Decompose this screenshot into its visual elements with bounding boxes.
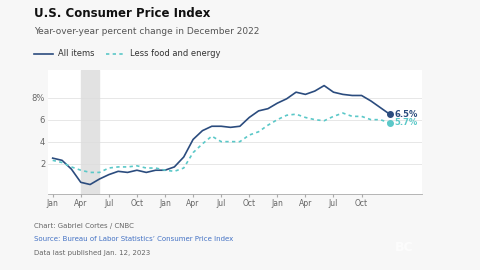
Text: 5.7%: 5.7%: [395, 119, 418, 127]
Text: U.S. Consumer Price Index: U.S. Consumer Price Index: [34, 7, 210, 20]
Text: Chart: Gabriel Cortes / CNBC: Chart: Gabriel Cortes / CNBC: [34, 223, 133, 229]
Text: All items: All items: [58, 49, 94, 59]
Bar: [81, 70, 99, 194]
Text: BC: BC: [395, 241, 413, 254]
Text: Data last published Jan. 12, 2023: Data last published Jan. 12, 2023: [34, 250, 150, 256]
Text: 6.5%: 6.5%: [395, 110, 418, 119]
Text: Less food and energy: Less food and energy: [130, 49, 220, 59]
Text: Source: Bureau of Labor Statistics’ Consumer Price Index: Source: Bureau of Labor Statistics’ Cons…: [34, 236, 233, 242]
Text: Year-over-year percent change in December 2022: Year-over-year percent change in Decembe…: [34, 27, 259, 36]
